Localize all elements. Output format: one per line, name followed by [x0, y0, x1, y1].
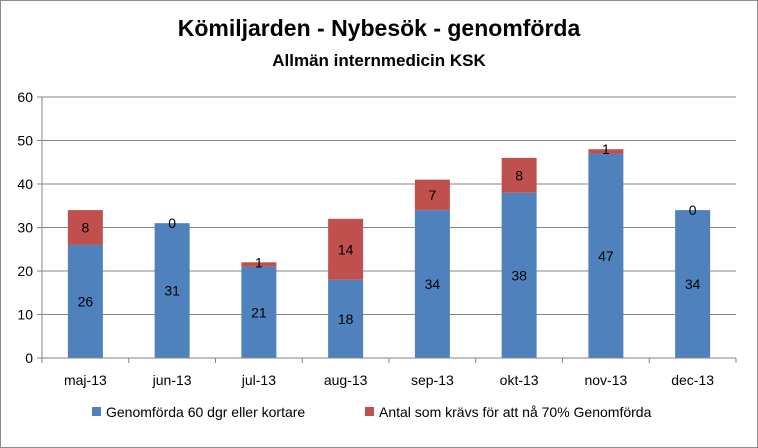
data-label: 38 — [511, 267, 527, 283]
data-label: 8 — [515, 167, 523, 183]
y-tick-label: 60 — [17, 89, 33, 105]
data-label: 31 — [164, 283, 180, 299]
y-tick-label: 50 — [17, 133, 33, 149]
data-label: 47 — [598, 248, 614, 264]
data-label: 7 — [428, 187, 436, 203]
y-tick-label: 20 — [17, 263, 33, 279]
y-tick-label: 40 — [17, 176, 33, 192]
bar-antal-kravs — [588, 149, 624, 154]
x-tick-label: okt-13 — [500, 372, 539, 388]
x-tick-label: dec-13 — [671, 372, 714, 388]
chart-subtitle: Allmän internmedicin KSK — [272, 51, 486, 70]
y-tick-label: 30 — [17, 220, 33, 236]
y-tick-label: 0 — [25, 350, 33, 366]
x-tick-label: jul-13 — [241, 372, 276, 388]
data-label: 34 — [685, 276, 701, 292]
bar-genomforda — [675, 210, 711, 358]
data-label: 26 — [78, 293, 94, 309]
x-tick-label: sep-13 — [411, 372, 454, 388]
bars — [67, 149, 711, 358]
legend-swatch — [92, 407, 101, 416]
legend-label: Antal som krävs för att nå 70% Genomförd… — [379, 404, 652, 420]
chart-title: Kömiljarden - Nybesök - genomförda — [177, 15, 581, 41]
data-label: 14 — [338, 241, 354, 257]
x-tick-label: nov-13 — [584, 372, 627, 388]
bar-genomforda — [501, 192, 537, 358]
legend-swatch — [365, 407, 374, 416]
data-label: 8 — [81, 220, 89, 236]
bar-antal-kravs — [501, 157, 537, 193]
data-label: 34 — [425, 276, 441, 292]
bar-antal-kravs — [414, 179, 450, 211]
bar-genomforda — [154, 223, 190, 358]
bar-genomforda — [67, 244, 103, 358]
data-label: 1 — [255, 254, 263, 270]
bar-antal-kravs — [67, 210, 103, 245]
legend: Genomförda 60 dgr eller kortare Antal som… — [92, 404, 652, 420]
bar-genomforda — [328, 279, 364, 358]
bar-genomforda — [588, 153, 624, 358]
data-labels: 26 8 31 0 21 1 18 14 34 7 38 8 47 1 34 0 — [78, 141, 701, 327]
bar-antal-kravs — [241, 262, 277, 267]
x-tick-label: maj-13 — [64, 372, 107, 388]
gridlines — [42, 96, 736, 315]
data-label: 1 — [602, 141, 610, 157]
bar-genomforda — [241, 266, 277, 358]
bar-genomforda — [414, 210, 450, 358]
data-label: 0 — [168, 215, 176, 231]
data-label: 0 — [689, 202, 697, 218]
data-label: 18 — [338, 311, 354, 327]
legend-label: Genomförda 60 dgr eller kortare — [106, 404, 305, 420]
bar-antal-kravs — [328, 218, 364, 280]
x-tick-label: jun-13 — [152, 372, 192, 388]
data-label: 21 — [251, 304, 267, 320]
y-tick-label: 10 — [17, 307, 33, 323]
x-tick-label: aug-13 — [324, 372, 368, 388]
